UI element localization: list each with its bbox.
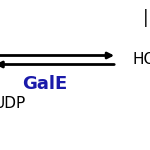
Text: HO: HO	[132, 52, 150, 68]
Text: GalE: GalE	[22, 75, 68, 93]
Text: UDP: UDP	[0, 96, 26, 111]
Text: |: |	[143, 9, 148, 27]
